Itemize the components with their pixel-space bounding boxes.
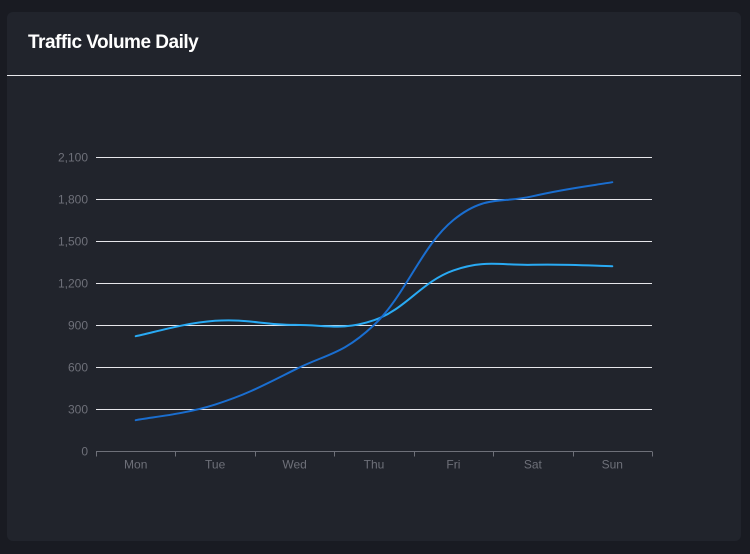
chart-card: Traffic Volume Daily [7,12,741,541]
card-title: Traffic Volume Daily [28,32,199,53]
card-header: Traffic Volume Daily [7,12,741,76]
